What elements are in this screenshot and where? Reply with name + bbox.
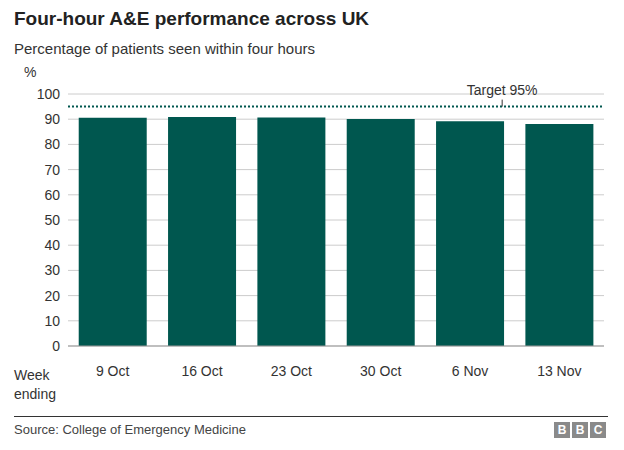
html-text:B: B (557, 423, 567, 437)
svg-text:16 Oct: 16 Oct (181, 363, 222, 379)
svg-text:Target 95%: Target 95% (467, 82, 538, 98)
svg-text:6 Nov: 6 Nov (452, 363, 489, 379)
html-text:Week ending: Week ending (14, 367, 56, 402)
svg-text:30: 30 (44, 262, 60, 278)
svg-text:10: 10 (44, 313, 60, 329)
svg-text:0: 0 (52, 338, 60, 354)
svg-text:80: 80 (44, 136, 60, 152)
html-text:B: B (575, 423, 585, 437)
svg-text:30 Oct: 30 Oct (360, 363, 401, 379)
svg-text:13 Nov: 13 Nov (537, 363, 581, 379)
html-text:C: C (593, 423, 603, 437)
svg-text:20: 20 (44, 288, 60, 304)
svg-text:70: 70 (44, 162, 60, 178)
svg-text:40: 40 (44, 237, 60, 253)
svg-text:60: 60 (44, 187, 60, 203)
html-text:Percentage of patients seen wi: Percentage of patients seen within four … (14, 40, 315, 57)
svg-text:100: 100 (37, 86, 61, 102)
html-text:Source: College of Emergency M: Source: College of Emergency Medicine (14, 422, 246, 437)
svg-text:90: 90 (44, 111, 60, 127)
svg-text:9 Oct: 9 Oct (96, 363, 130, 379)
svg-text:50: 50 (44, 212, 60, 228)
html-text:Four-hour A&E performance acro: Four-hour A&E performance across UK (14, 8, 370, 29)
svg-text:23 Oct: 23 Oct (271, 363, 312, 379)
